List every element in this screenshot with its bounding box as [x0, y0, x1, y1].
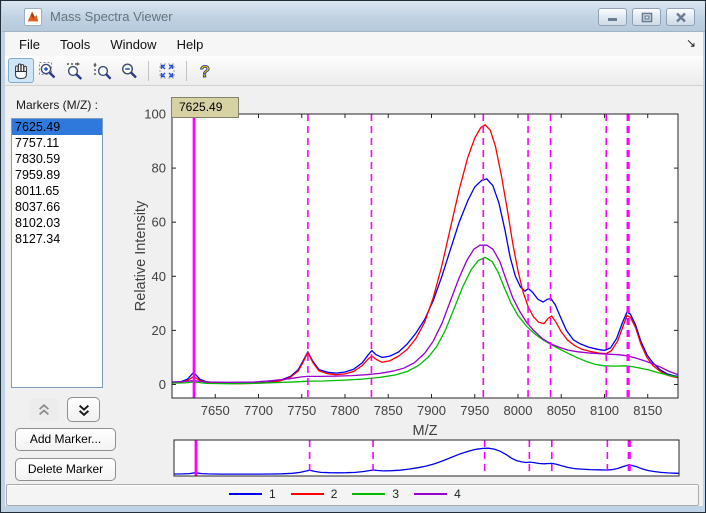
y-axis-label: Relative Intensity [133, 200, 149, 311]
x-tick-label: 8100 [590, 403, 619, 418]
chevron-up-double-icon [39, 403, 49, 415]
legend-entry: 1 [229, 487, 276, 501]
spectra-plot[interactable]: 7650 7700 7750 7800 7850 7900 7950 8000 8050 8100… [131, 88, 703, 440]
zoom-in-icon [39, 61, 56, 78]
minimize-icon [607, 18, 617, 21]
x-tick-label: 7850 [374, 403, 403, 418]
legend-label: 3 [392, 487, 400, 501]
legend-label: 2 [330, 487, 338, 501]
move-marker-down-button[interactable] [67, 397, 100, 422]
close-button[interactable] [666, 8, 695, 26]
matlab-logo-glyph [27, 11, 39, 21]
title-bar[interactable]: Mass Spectra Viewer [2, 1, 705, 32]
zoom-y-icon [93, 62, 112, 80]
y-tick-label: 80 [152, 161, 166, 176]
y-tick-label: 40 [152, 269, 166, 284]
x-tick-label: 8050 [547, 403, 576, 418]
legend-line-swatch [229, 493, 262, 495]
toolbar-separator [148, 60, 149, 81]
help-icon: ? [199, 61, 210, 81]
toolbar: ? [5, 56, 703, 86]
menu-file[interactable]: File [19, 36, 40, 52]
x-tick-label: 7900 [417, 403, 446, 418]
figure-body: Markers (M/Z) : 7625.49 7757.11 7830.59 … [5, 86, 703, 506]
x-tick-label: 7950 [460, 403, 489, 418]
x-tick-label: 8000 [504, 403, 533, 418]
minimize-button[interactable] [598, 8, 627, 26]
y-tick-label: 100 [144, 107, 166, 122]
maximize-button[interactable] [632, 8, 661, 26]
series-line-2 [172, 123, 678, 385]
menu-help[interactable]: Help [176, 36, 204, 52]
marker-list-item[interactable]: 7625.49 [12, 119, 102, 135]
markers-list-label: Markers (M/Z) : [16, 98, 98, 112]
legend-entry: 3 [352, 487, 399, 501]
zoom-out-tool-button[interactable] [116, 58, 142, 83]
marker-list-item[interactable]: 8127.34 [15, 232, 61, 246]
marker-list-item[interactable]: 7757.11 [15, 136, 60, 150]
x-tick-label: 7650 [201, 403, 230, 418]
marker-list-item[interactable]: 8037.66 [15, 200, 61, 214]
x-axis-label: M/Z [413, 423, 438, 439]
fit-view-icon [159, 63, 175, 78]
menu-tools[interactable]: Tools [59, 36, 91, 52]
legend-line-swatch [290, 493, 324, 495]
x-tick-label: 7700 [244, 403, 273, 418]
matlab-logo-icon [24, 7, 42, 26]
pan-tool-button[interactable] [8, 58, 34, 83]
zoom-y-tool-button[interactable] [89, 58, 115, 83]
markers-listbox[interactable]: 7625.49 7757.11 7830.59 7959.89 8011.65 … [11, 118, 103, 388]
move-marker-up-button[interactable] [29, 398, 59, 421]
dock-arrow-icon[interactable]: ↘ [685, 36, 696, 50]
series-line-3 [172, 256, 678, 385]
zoom-x-tool-button[interactable] [62, 58, 88, 83]
zoom-x-icon [67, 61, 83, 80]
window-title: Mass Spectra Viewer [50, 8, 173, 24]
marker-list-item[interactable]: 7959.89 [15, 168, 61, 182]
marker-list-item[interactable]: 7830.59 [15, 152, 61, 166]
legend-entry: 4 [414, 487, 461, 501]
spectra-overview-plot[interactable] [131, 438, 703, 484]
y-tick-label: 60 [152, 215, 166, 230]
zoom-in-tool-button[interactable] [35, 58, 61, 83]
marker-value-tooltip: 7625.49 [171, 97, 239, 118]
series-line-1 [172, 178, 678, 385]
help-tool-button[interactable]: ? [192, 58, 218, 83]
maximize-icon [641, 12, 652, 22]
chevron-down-double-icon [78, 404, 89, 416]
zoom-out-icon [121, 62, 137, 78]
pan-hand-icon [15, 63, 27, 79]
close-icon [675, 12, 686, 22]
legend: 1 2 3 4 [229, 487, 461, 501]
menu-window[interactable]: Window [110, 36, 157, 52]
marker-list-item[interactable]: 8102.03 [15, 216, 61, 230]
legend-line-swatch [352, 493, 386, 495]
x-tick-label: 7800 [331, 403, 360, 418]
add-marker-button[interactable]: Add Marker... [15, 428, 116, 451]
series-line-1 [174, 447, 679, 475]
x-tick-label: 8150 [633, 403, 662, 418]
client-area: File Tools Window Help ↘ [5, 32, 703, 506]
legend-entry: 2 [290, 487, 338, 501]
legend-label: 1 [269, 487, 276, 501]
svg-text:?: ? [200, 62, 210, 81]
marker-list-item[interactable]: 8011.65 [15, 184, 60, 198]
legend-panel: 1 2 3 4 [6, 484, 699, 506]
y-tick-label: 0 [159, 377, 166, 392]
menu-bar: File Tools Window Help ↘ [5, 32, 703, 56]
fit-view-tool-button[interactable] [154, 58, 180, 83]
legend-line-swatch [414, 493, 448, 495]
delete-marker-button[interactable]: Delete Marker [15, 458, 116, 481]
x-tick-label: 7750 [287, 403, 316, 418]
legend-label: 4 [454, 487, 461, 501]
y-tick-label: 20 [152, 323, 166, 338]
toolbar-separator [186, 60, 187, 81]
